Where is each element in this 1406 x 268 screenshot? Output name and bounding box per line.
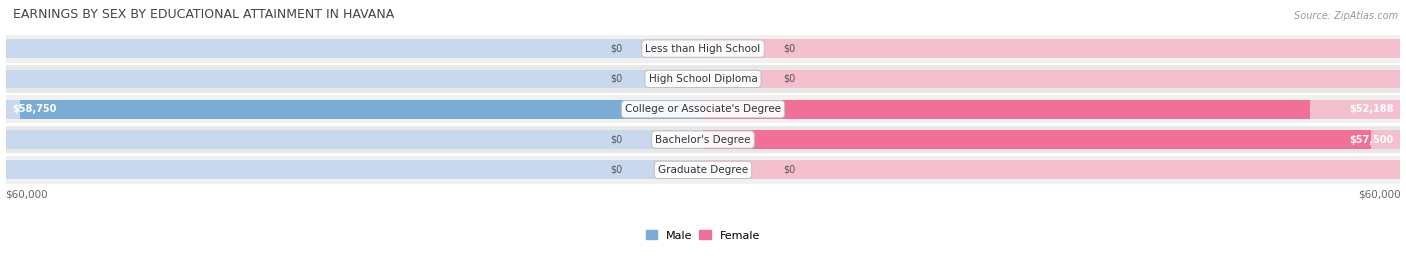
Bar xyxy=(703,161,1400,179)
Legend: Male, Female: Male, Female xyxy=(641,226,765,245)
Text: $60,000: $60,000 xyxy=(6,189,48,200)
Bar xyxy=(6,69,703,88)
Bar xyxy=(6,126,1400,154)
Text: Bachelor's Degree: Bachelor's Degree xyxy=(655,135,751,144)
Text: Source: ZipAtlas.com: Source: ZipAtlas.com xyxy=(1294,11,1398,21)
Bar xyxy=(703,100,1309,119)
Text: $52,188: $52,188 xyxy=(1348,104,1393,114)
Bar xyxy=(703,130,1371,149)
Bar xyxy=(6,130,703,149)
Text: $0: $0 xyxy=(610,74,623,84)
Text: $58,750: $58,750 xyxy=(13,104,56,114)
Text: $0: $0 xyxy=(783,165,796,175)
Text: High School Diploma: High School Diploma xyxy=(648,74,758,84)
Bar xyxy=(6,35,1400,62)
Text: $0: $0 xyxy=(610,44,623,54)
Text: $57,500: $57,500 xyxy=(1350,135,1393,144)
Bar xyxy=(703,130,1400,149)
Bar xyxy=(20,100,703,119)
Text: $0: $0 xyxy=(610,135,623,144)
Text: Less than High School: Less than High School xyxy=(645,44,761,54)
Bar xyxy=(703,69,1400,88)
Text: $0: $0 xyxy=(783,74,796,84)
Bar xyxy=(6,95,1400,123)
Text: College or Associate's Degree: College or Associate's Degree xyxy=(626,104,780,114)
Text: $60,000: $60,000 xyxy=(1358,189,1400,200)
Text: Graduate Degree: Graduate Degree xyxy=(658,165,748,175)
Bar xyxy=(6,100,703,119)
Bar xyxy=(6,156,1400,184)
Bar xyxy=(6,39,703,58)
Bar xyxy=(6,161,703,179)
Text: $0: $0 xyxy=(610,165,623,175)
Bar xyxy=(703,100,1400,119)
Bar xyxy=(6,65,1400,93)
Bar xyxy=(703,39,1400,58)
Text: EARNINGS BY SEX BY EDUCATIONAL ATTAINMENT IN HAVANA: EARNINGS BY SEX BY EDUCATIONAL ATTAINMEN… xyxy=(13,8,394,21)
Text: $0: $0 xyxy=(783,44,796,54)
